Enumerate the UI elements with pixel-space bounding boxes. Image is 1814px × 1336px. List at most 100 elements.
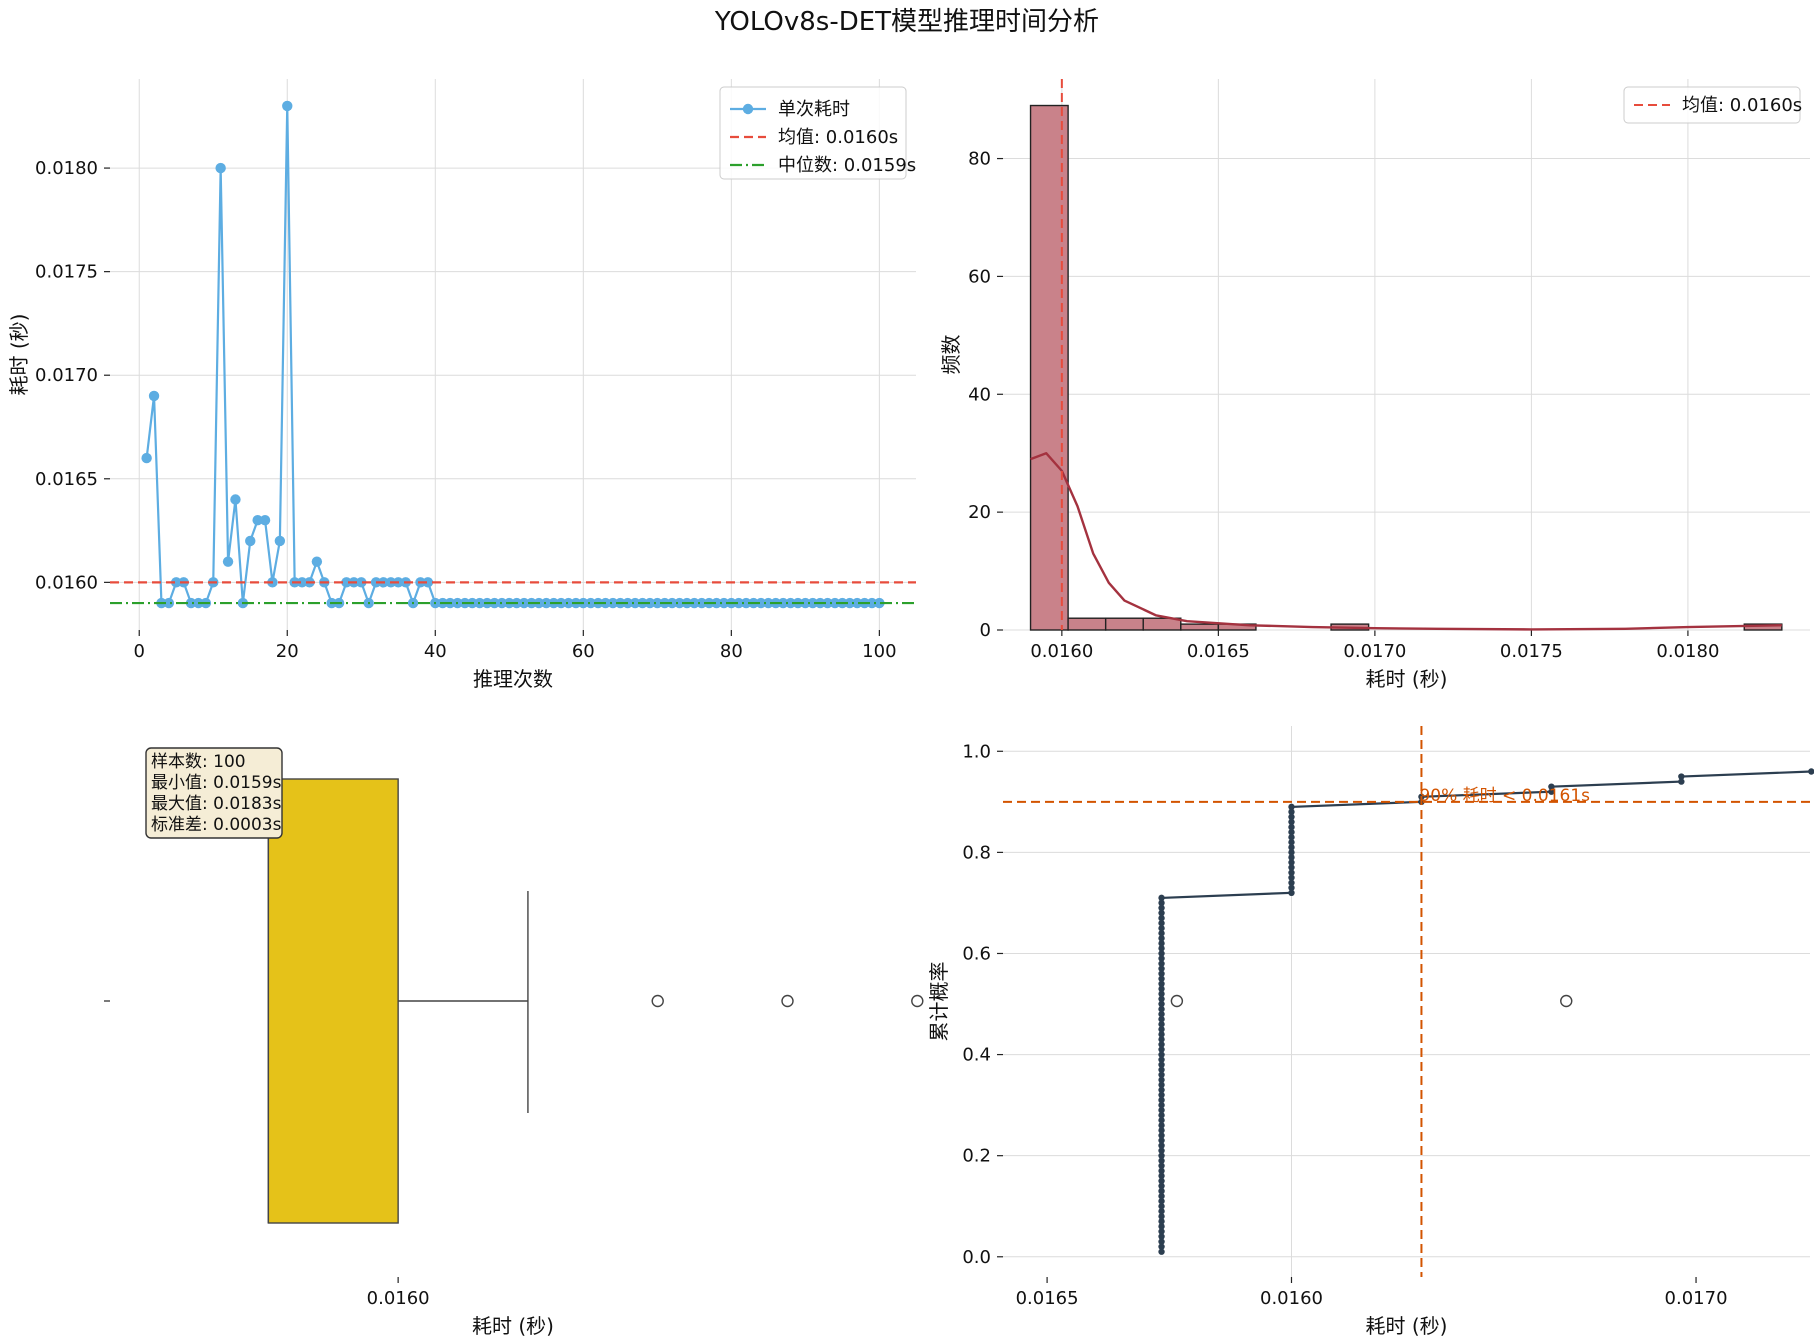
trend-point <box>866 597 878 609</box>
trend-point <box>785 597 796 609</box>
trend-point <box>689 597 700 609</box>
y-tick-label: 0.0180 <box>35 158 98 179</box>
p90-annotation: 90% 耗时 < 0.0161s <box>1419 786 1590 806</box>
legend-label-mean: 均值: 0.0160s <box>778 127 898 148</box>
cdf-point <box>1158 975 1165 982</box>
legend-box <box>719 86 907 180</box>
cdf-point <box>1158 1172 1165 1180</box>
cdf-point <box>1158 1248 1165 1255</box>
cdf-point <box>1288 869 1295 876</box>
box-outlier <box>781 994 794 1008</box>
x-tick-label: 0.0160 <box>367 1288 430 1309</box>
y-tick-label: 0.8 <box>962 842 991 863</box>
trend-point <box>252 515 263 526</box>
cdf-point <box>1158 1036 1165 1043</box>
cdf-point <box>1158 1238 1165 1245</box>
x-tick-label: 60 <box>572 641 595 662</box>
trend-point <box>674 597 685 609</box>
cdf-point <box>1158 919 1165 927</box>
cdf-point <box>1158 1213 1165 1220</box>
cdf-point <box>1158 960 1165 967</box>
trend-point <box>563 597 574 609</box>
y-tick-label: 1.0 <box>962 741 991 762</box>
legend-label-series: 单次耗时 <box>778 99 850 120</box>
trend-point <box>829 597 841 609</box>
cdf-point <box>1288 828 1295 836</box>
y-tick-label: 0.0170 <box>35 365 98 386</box>
x-axis-label: 推理次数 <box>473 667 553 691</box>
trend-point <box>718 597 730 609</box>
cdf-point <box>1158 1076 1165 1084</box>
cdf-point <box>1158 1086 1165 1094</box>
y-tick-label: 0.6 <box>962 943 991 964</box>
trend-point <box>541 597 552 609</box>
y-tick-label: 0 <box>980 620 991 641</box>
cdf-point <box>1158 985 1165 993</box>
cdf-point <box>1158 1187 1165 1195</box>
trend-point <box>185 597 197 609</box>
cdf-point <box>1288 854 1295 861</box>
cdf-point <box>1158 904 1165 912</box>
kde-curve <box>1030 452 1782 631</box>
trend-point <box>356 577 367 588</box>
cdf-point <box>1158 1051 1165 1058</box>
y-tick-label: 0.0 <box>962 1247 991 1268</box>
cdf-point <box>1158 1182 1165 1190</box>
cdf-point <box>1288 849 1295 856</box>
y-tick-label: 0.0165 <box>35 469 98 490</box>
x-tick-label: 100 <box>862 641 896 662</box>
cdf-point <box>1158 914 1165 922</box>
cdf-point <box>1158 930 1165 937</box>
cdf-point <box>1158 1137 1165 1144</box>
x-axis-label: 耗时 (秒) <box>1366 667 1448 691</box>
stats-box-line: 最小值: 0.0159s <box>151 773 282 793</box>
cdf-point <box>1158 1162 1165 1169</box>
cdf-point <box>1158 1046 1165 1053</box>
trend-point <box>341 577 352 588</box>
trend-point <box>844 597 855 609</box>
panel-histogram: 0.0160 0.0165 0.0170 0.0175 0.0180 0 20 40 60 80 耗… <box>939 79 1810 691</box>
y-tick-label: 0.0175 <box>35 262 98 283</box>
trend-point <box>311 556 323 567</box>
cdf-point <box>1158 1228 1165 1235</box>
trend-point <box>777 597 789 609</box>
cdf-point <box>1158 1177 1165 1185</box>
box-outlier <box>1170 994 1184 1008</box>
stats-box-line: 标准差: 0.0003s <box>151 815 282 835</box>
cdf-point <box>1288 818 1295 826</box>
x-axis-label: 耗时 (秒) <box>472 1314 554 1336</box>
x-tick-label: 0.0160 <box>1030 641 1093 662</box>
trend-series-line <box>145 105 880 607</box>
y-tick-label: 60 <box>968 266 991 287</box>
x-tick-label: 0.0175 <box>1500 641 1563 662</box>
cdf-point <box>1158 1010 1165 1018</box>
trend-point <box>874 597 885 609</box>
cdf-point <box>1158 1015 1165 1023</box>
cdf-point <box>1548 788 1555 795</box>
x-tick-label: 0.0165 <box>1187 641 1250 662</box>
trend-point <box>652 597 663 609</box>
cdf-point <box>1158 980 1165 988</box>
cdf-point <box>1158 1197 1165 1205</box>
x-tick-label: 40 <box>424 641 447 662</box>
cdf-point <box>1288 808 1295 816</box>
cdf-point <box>1158 1066 1165 1073</box>
cdf-point <box>1288 889 1295 897</box>
cdf-point <box>1158 1026 1165 1033</box>
trend-point <box>296 577 308 588</box>
cdf-point <box>1288 864 1295 871</box>
cdf-point <box>1158 1142 1165 1149</box>
trend-point <box>215 162 226 174</box>
box-outlier <box>651 994 664 1008</box>
cdf-point <box>1158 1081 1165 1089</box>
trend-point <box>274 535 286 547</box>
box-iqr <box>267 778 399 1224</box>
cdf-point <box>1288 884 1295 891</box>
panel-cdf: 0.01600.01650.01700.01750.01800.00.20.40… <box>927 726 1814 1336</box>
cdf-point <box>1158 995 1165 1003</box>
stats-box-line: 样本数: 100 <box>151 752 246 772</box>
cdf-point <box>1158 925 1165 932</box>
cdf-point <box>1158 909 1165 917</box>
